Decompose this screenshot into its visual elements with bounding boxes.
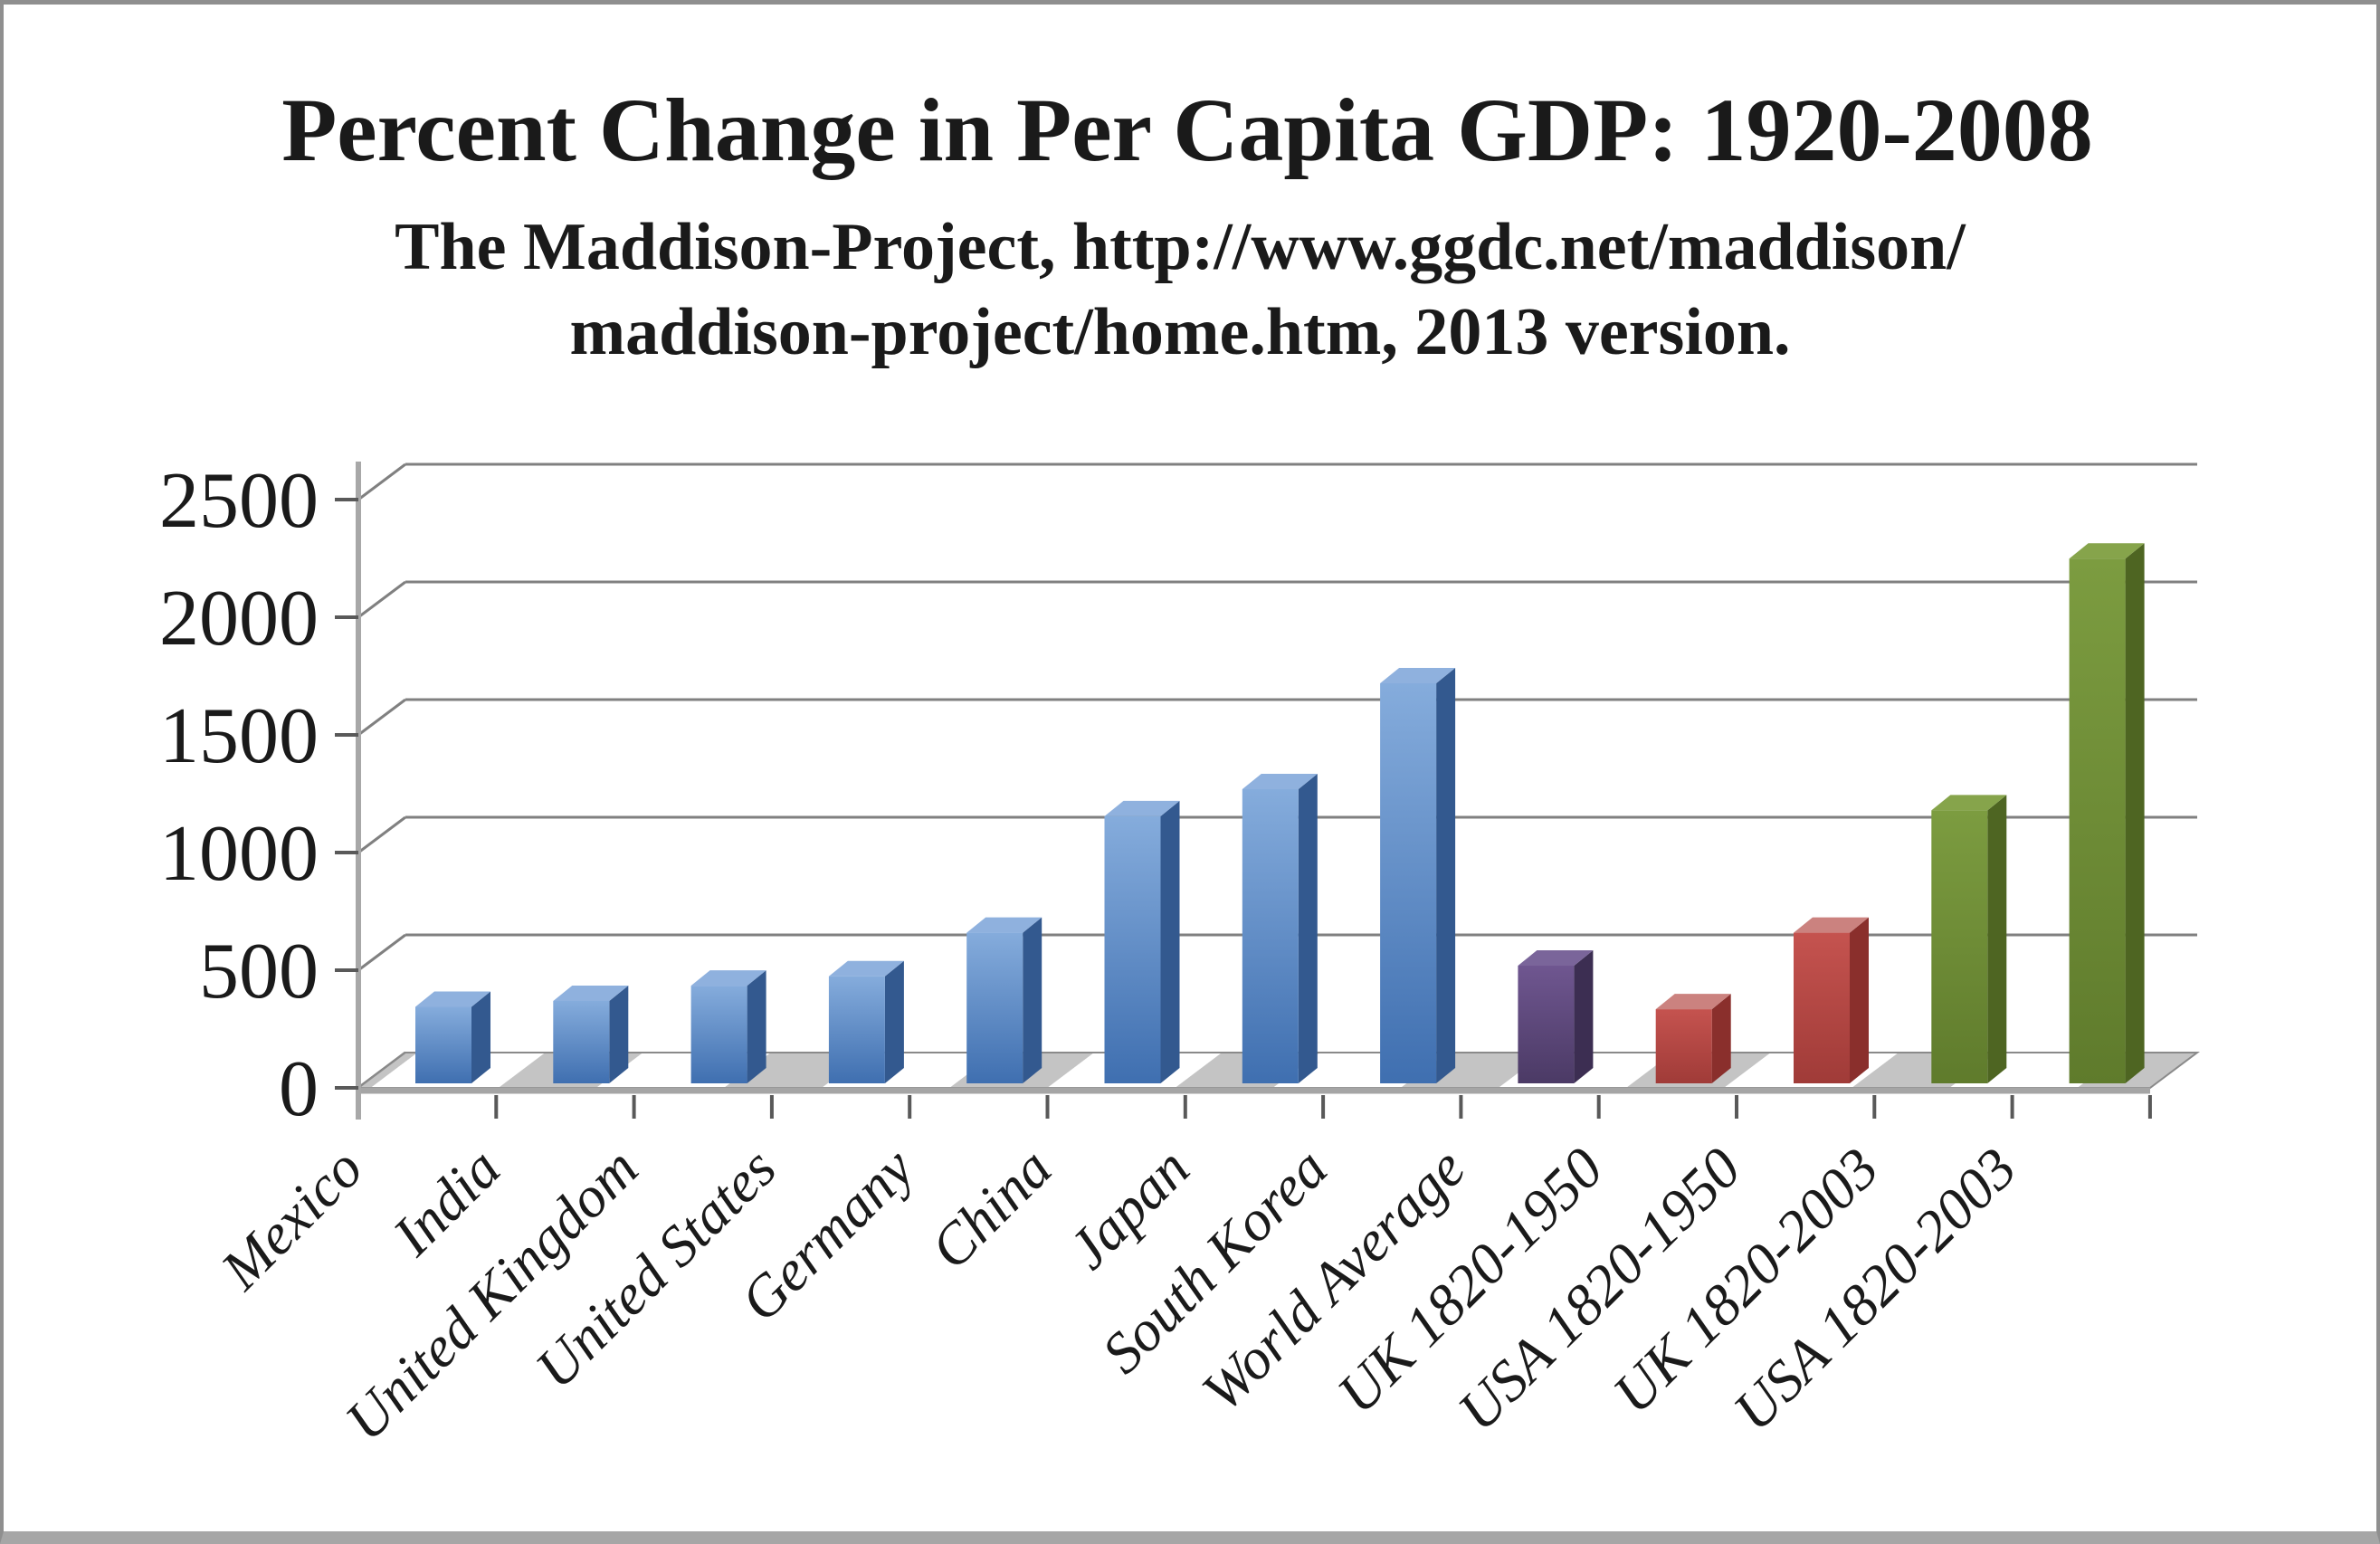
bar-top-face <box>828 960 904 977</box>
bar-side-face <box>1023 917 1042 1083</box>
bar-side-face <box>1711 994 1731 1083</box>
bar-uk-1820-1950 <box>1655 994 1731 1083</box>
bar-united-kingdom <box>690 970 766 1083</box>
bar-side-face <box>609 986 629 1083</box>
bar-front-face <box>690 986 747 1083</box>
gridline-1500 <box>357 698 2197 737</box>
bar-world-average <box>1518 950 1594 1083</box>
bar-side-face <box>1298 774 1318 1083</box>
gridline-2500 <box>357 462 2197 501</box>
bar-top-face <box>1655 994 1731 1010</box>
x-label-mexico: Mexico <box>208 1136 375 1302</box>
bar-side-face <box>2125 543 2145 1083</box>
bar-top-face <box>2069 543 2145 559</box>
bar-chart-canvas: Percent Change in Per Capita GDP: 1920-2… <box>159 80 2200 1453</box>
y-label-500: 500 <box>199 928 319 1015</box>
bar-front-face <box>1655 1009 1712 1083</box>
bar-top-face <box>1104 800 1180 816</box>
bar-top-face <box>1931 795 2007 811</box>
chart-subtitle-line1: The Maddison-Project, http://www.ggdc.ne… <box>395 210 1966 284</box>
y-label-1500: 1500 <box>159 692 319 780</box>
bar-front-face <box>2069 558 2126 1083</box>
bar-front-face <box>1380 683 1437 1083</box>
bar-front-face <box>1242 789 1299 1083</box>
y-label-1000: 1000 <box>159 810 319 898</box>
bar-front-face <box>966 932 1023 1083</box>
gridline-2000 <box>357 580 2197 619</box>
bar-top-face <box>1242 774 1318 789</box>
bar-top-face <box>966 917 1042 933</box>
bar-south-korea <box>1380 668 1456 1083</box>
bar-front-face <box>415 1006 471 1083</box>
bar-side-face <box>1987 795 2007 1083</box>
chart-subtitle-line2: maddison-project/home.htm, 2013 version. <box>569 295 1790 369</box>
y-axis-labels-group: 0 500 1000 1500 2000 2500 <box>159 457 319 1133</box>
bar-front-face <box>1794 932 1850 1083</box>
bar-side-face <box>747 970 766 1083</box>
bar-mexico <box>415 991 490 1083</box>
y-label-2500: 2500 <box>159 457 319 545</box>
x-label-china: China <box>919 1136 1064 1282</box>
bar-side-face <box>1574 950 1594 1083</box>
bar-front-face <box>1104 815 1161 1083</box>
bar-front-face <box>1518 966 1575 1083</box>
bar-top-face <box>1380 668 1456 683</box>
bar-top-face <box>1794 917 1869 933</box>
bar-top-face <box>690 970 766 986</box>
y-label-2000: 2000 <box>159 575 319 662</box>
bar-germany <box>966 917 1042 1083</box>
bars-group <box>415 543 2145 1083</box>
bar-uk-1820-2003 <box>1931 795 2007 1083</box>
y-label-0: 0 <box>279 1045 319 1133</box>
bar-front-face <box>553 1001 610 1083</box>
bar-side-face <box>1436 668 1456 1083</box>
bar-side-face <box>1850 917 1869 1083</box>
axes-group <box>335 462 2152 1120</box>
bar-top-face <box>1518 950 1594 966</box>
bar-side-face <box>884 960 904 1083</box>
bar-top-face <box>553 986 629 1001</box>
bar-usa-1820-2003 <box>2069 543 2145 1083</box>
bar-side-face <box>1160 800 1180 1083</box>
bar-united-states <box>828 960 904 1083</box>
chart-title: Percent Change in Per Capita GDP: 1920-2… <box>281 80 2093 180</box>
bar-front-face <box>1931 810 1988 1083</box>
bar-china <box>1104 800 1180 1083</box>
bar-usa-1820-1950 <box>1794 917 1869 1083</box>
bar-india <box>553 986 629 1083</box>
bar-side-face <box>471 991 490 1083</box>
bar-japan <box>1242 774 1318 1083</box>
bar-top-face <box>415 991 490 1007</box>
bar-front-face <box>828 976 885 1083</box>
